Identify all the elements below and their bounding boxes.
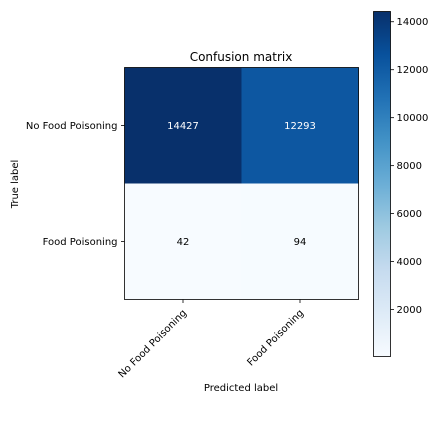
x-tick-label: No Food Poisoning <box>117 308 190 381</box>
cell-value-label: 12293 <box>284 121 316 132</box>
y-axis-label: True label <box>10 160 21 210</box>
y-axis-ticks: No Food Poisoning Food Poisoning <box>26 121 125 248</box>
colorbar-ticks: 2000 4000 6000 8000 10000 12000 14000 <box>391 17 429 316</box>
cell-value-label: 14427 <box>167 121 199 132</box>
y-tick-label: Food Poisoning <box>43 237 118 248</box>
x-axis-ticks: No Food Poisoning Food Poisoning <box>117 300 307 381</box>
colorbar-tick-label: 4000 <box>397 257 422 268</box>
colorbar-tick-label: 10000 <box>397 113 429 124</box>
heatmap-cells <box>125 68 359 300</box>
cell-value-label: 94 <box>294 237 307 248</box>
y-tick-label: No Food Poisoning <box>26 121 118 132</box>
colorbar <box>374 12 391 357</box>
colorbar-tick-label: 2000 <box>397 305 422 316</box>
colorbar-tick-label: 6000 <box>397 209 422 220</box>
x-tick-label: Food Poisoning <box>245 308 306 369</box>
chart-title: Confusion matrix <box>190 50 293 64</box>
colorbar-tick-label: 8000 <box>397 161 422 172</box>
cell-value-label: 42 <box>177 237 190 248</box>
x-axis-label: Predicted label <box>204 383 278 394</box>
colorbar-tick-label: 14000 <box>397 17 429 28</box>
colorbar-tick-label: 12000 <box>397 65 429 76</box>
